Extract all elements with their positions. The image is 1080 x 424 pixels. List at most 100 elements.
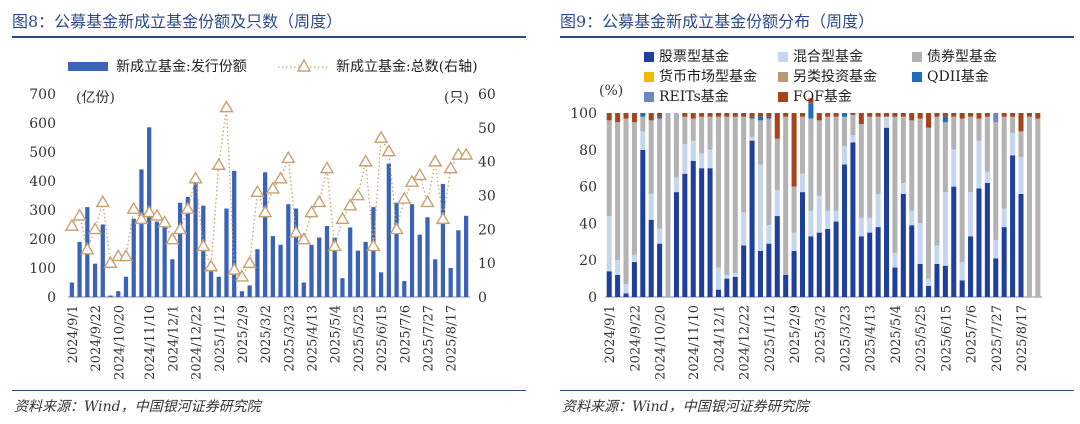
line-point-marker (234, 269, 250, 282)
legend-label: 货币市场型基金 (659, 68, 757, 85)
legend-swatch (778, 92, 788, 102)
stacked-bar-segment (690, 118, 696, 141)
stacked-bar-segment (657, 243, 663, 297)
legend-label: FOF基金 (793, 88, 852, 105)
stacked-bar-segment (648, 120, 654, 194)
stacked-bar-segment (917, 113, 923, 119)
line-point-marker (141, 205, 157, 218)
title-rule (560, 36, 1074, 38)
stacked-bar-segment (858, 236, 864, 297)
stacked-bar-segment (657, 118, 663, 229)
stacked-bar-segment (892, 113, 898, 117)
bar (131, 218, 136, 297)
y-tick-label-right: 60 (478, 87, 496, 103)
stacked-bar-segment (766, 243, 772, 297)
bar (201, 205, 206, 297)
legend-label: 债券型基金 (927, 48, 997, 65)
y-tick-label-left: 0 (47, 290, 56, 306)
stacked-bar-segment (841, 146, 848, 165)
line-point-marker (80, 242, 95, 255)
x-tick-label: 2025/2/9 (788, 305, 803, 363)
stacked-bar-segment (606, 120, 612, 217)
stacked-bar-segment (968, 192, 974, 237)
stacked-bar-segment (1001, 116, 1007, 209)
stacked-bar-segment (631, 262, 637, 297)
line-point-marker (288, 225, 304, 238)
bar (247, 285, 252, 297)
stacked-bar-segment (926, 127, 932, 279)
line-point-marker (373, 130, 389, 143)
stacked-bar-segment (682, 144, 688, 174)
line-point-marker (149, 208, 165, 221)
stacked-bar-segment (690, 160, 696, 297)
stacked-bar-segment (993, 122, 999, 240)
stacked-bar-segment (816, 120, 822, 196)
x-tick-label: 2025/8/17 (1015, 305, 1030, 372)
bar (170, 259, 175, 297)
stacked-bar-segment (875, 116, 881, 194)
stacked-bar-segment (707, 116, 713, 150)
y-tick-label: 40 (579, 216, 597, 232)
bar (224, 208, 229, 297)
stacked-bar-segment (1035, 118, 1041, 298)
stacked-bar-segment (968, 113, 974, 117)
line-point-marker (458, 147, 474, 160)
line-point-marker (157, 215, 172, 228)
stacked-bar-segment (791, 113, 797, 187)
x-tick-label: 2025/3/23 (839, 305, 854, 372)
stacked-bar-segment (699, 168, 705, 297)
stacked-bar-segment (808, 210, 814, 237)
stacked-bar-segment (926, 278, 932, 286)
stacked-bar-segment (1010, 116, 1016, 134)
bar (464, 215, 469, 297)
stacked-bar-segment (984, 171, 990, 183)
x-tick-label: 2024/11/10 (143, 305, 158, 380)
stacked-bar-segment (749, 118, 755, 137)
stacked-bar-segment (673, 192, 679, 297)
stacked-bar-segment (732, 276, 738, 297)
stacked-bar-segment (850, 135, 856, 143)
stacked-bar-segment (615, 122, 621, 261)
x-tick-label: 2025/6/15 (939, 305, 954, 372)
stacked-bar-segment (741, 212, 747, 246)
stacked-bar-chart: 0 20 40 60 80 100(%) 2024/9/1 2024/9/22 2024/10/… (570, 48, 1042, 380)
stacked-bar-segment (707, 168, 713, 297)
stacked-bar-segment (875, 113, 881, 117)
y-tick-label-left: 300 (29, 203, 56, 219)
stacked-bar-segment (968, 236, 974, 297)
line-point-marker (103, 255, 118, 269)
stacked-bar-segment (942, 265, 948, 297)
bar (108, 295, 113, 297)
bar (425, 217, 430, 297)
stacked-bar-segment (892, 252, 898, 268)
line-point-marker (319, 161, 335, 174)
stacked-bar-segment (623, 113, 629, 119)
stacked-bar-segment (900, 113, 906, 117)
stacked-bar-segment (640, 113, 646, 117)
bar (263, 172, 268, 297)
panel-fig9: 图9：公募基金新成立基金份额分布（周度） 0 20 40 60 80 100 (%) 2024… (548, 0, 1080, 424)
stacked-bar-segment (732, 273, 738, 277)
y-tick-label: 60 (579, 180, 597, 196)
stacked-bar-segment (774, 216, 780, 297)
bar (255, 249, 260, 297)
stacked-bar-segment (682, 116, 688, 145)
stacked-bar-segment (1018, 131, 1024, 158)
bar (185, 196, 190, 297)
stacked-bar-segment (749, 113, 755, 117)
stacked-bar-segment (909, 113, 915, 121)
line-point-marker (180, 201, 196, 214)
legend-label-line: 新成立基金:总数(右轴) (336, 58, 478, 75)
stacked-bar-segment (715, 113, 721, 117)
bar (154, 221, 160, 297)
stacked-bar-segment (757, 113, 763, 117)
x-tick-label: 2024/12/22 (190, 305, 205, 380)
x-tick-label: 2025/7/6 (398, 305, 413, 363)
bar (208, 262, 214, 297)
stacked-bar-segment (1010, 113, 1016, 117)
line-point-marker (196, 238, 211, 252)
stacked-bar-segment (825, 113, 831, 117)
stacked-bar-segment (833, 210, 839, 222)
legend-label: QDII基金 (927, 68, 989, 85)
stacked-bar-segment (1035, 113, 1041, 119)
